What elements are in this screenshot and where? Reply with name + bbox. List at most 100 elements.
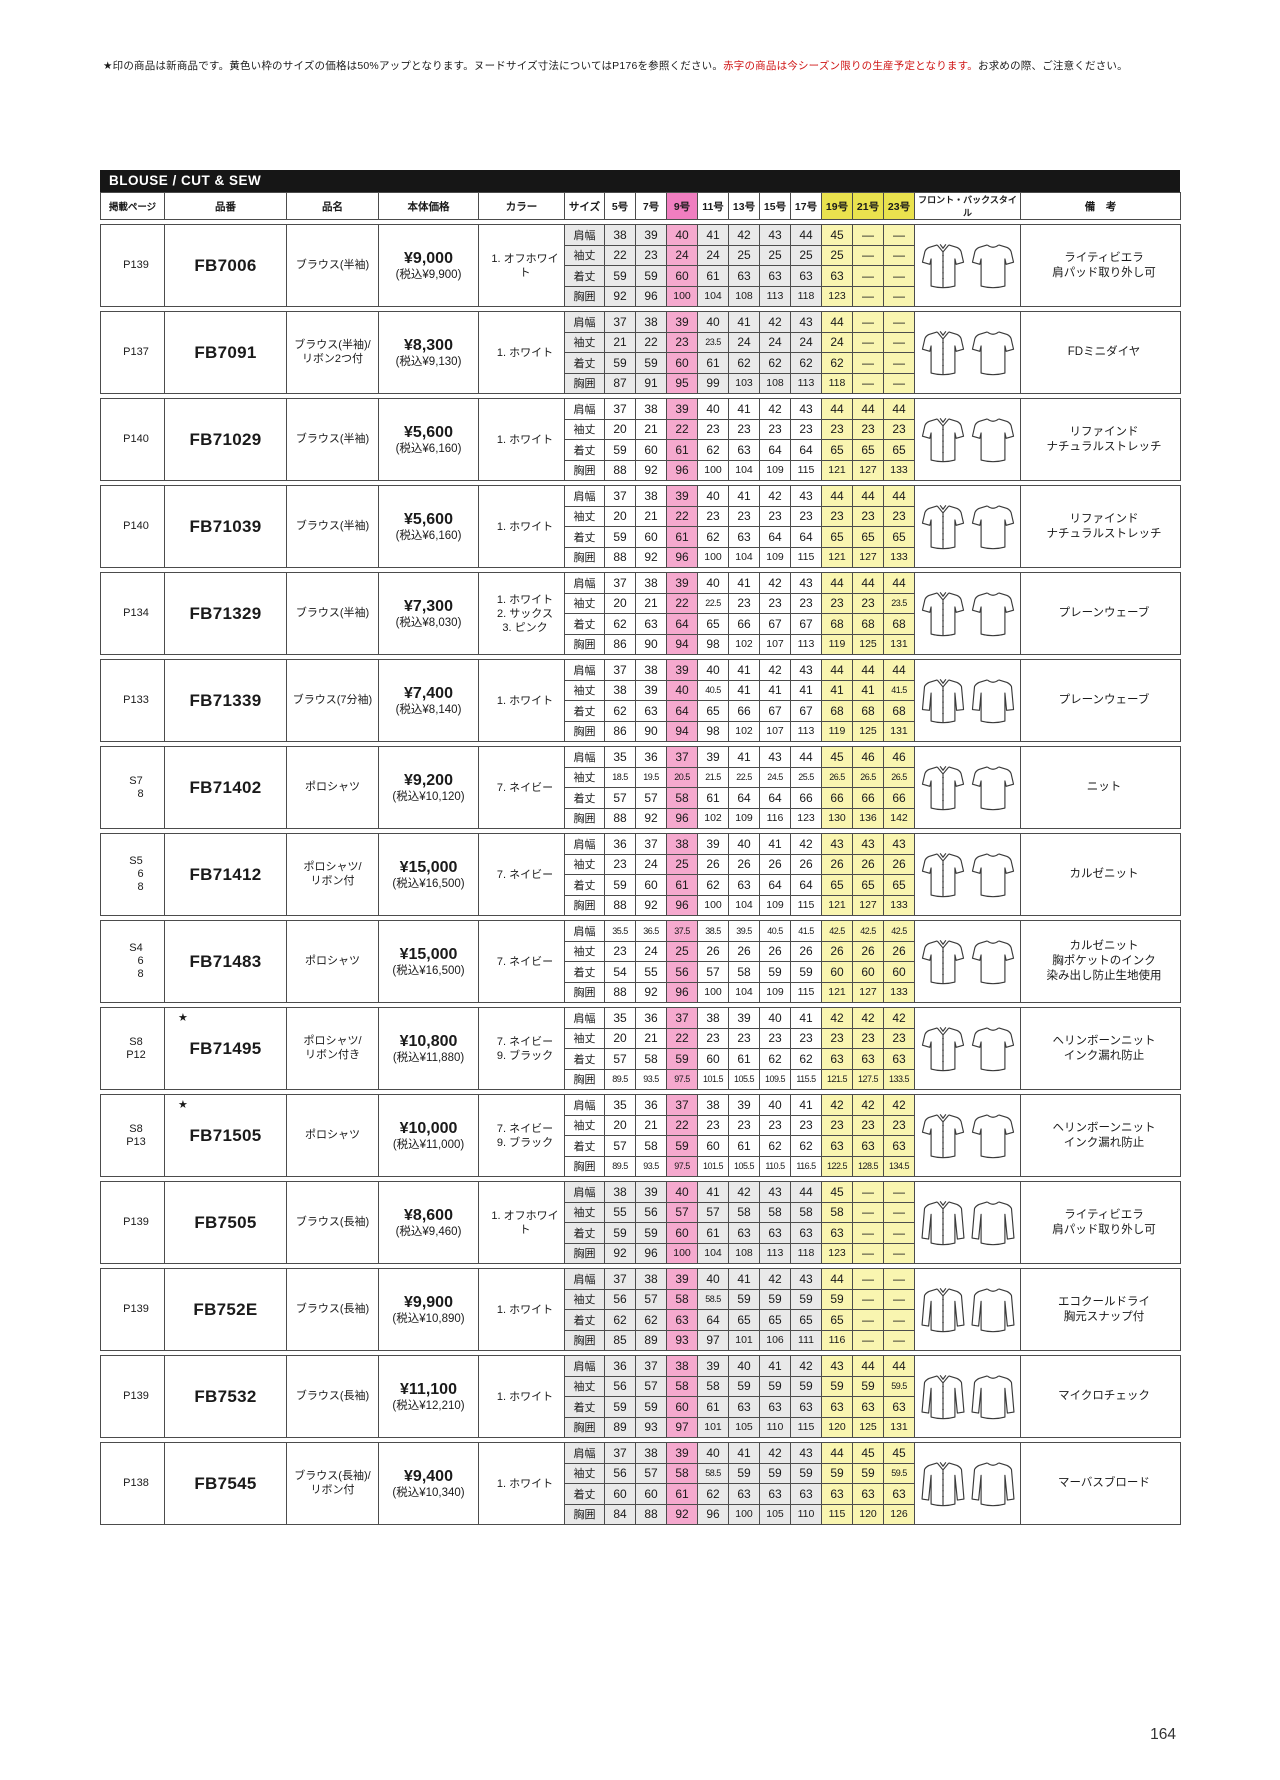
size-value: 90 [635, 720, 667, 742]
size-value: 43 [852, 833, 884, 855]
size-value: 60 [697, 1048, 729, 1070]
size-value: 40 [697, 398, 729, 420]
size-value: 123 [821, 1242, 853, 1264]
size-value: 60 [883, 961, 915, 983]
size-value: 60 [666, 1222, 698, 1244]
size-value: 59 [604, 874, 636, 896]
measure-label: 肩幅 [564, 224, 605, 246]
size-value: 26 [883, 853, 915, 875]
page-number: 164 [1150, 1726, 1176, 1743]
measure-label: 肩幅 [564, 1268, 605, 1290]
measure-label: 着丈 [564, 439, 605, 461]
size-value: 58 [635, 1048, 667, 1070]
measure-label: 肩幅 [564, 311, 605, 333]
size-value: 26 [759, 853, 791, 875]
measure-label: 肩幅 [564, 1181, 605, 1203]
shirt-back-icon [971, 766, 1014, 811]
size-value: 105 [728, 1416, 760, 1438]
product-block: S4 6 8 FB71483 ポロシャツ ¥15,000 (税込¥16,500) 7. ネイビ… [100, 920, 1181, 1003]
size-value: 39 [666, 398, 698, 420]
color-options: 7. ネイビー [478, 920, 565, 1003]
garment-style [914, 1007, 1021, 1090]
size-value: 56 [604, 1375, 636, 1397]
measure-label: 肩幅 [564, 398, 605, 420]
size-value: 68 [852, 700, 884, 722]
size-value: 26 [697, 940, 729, 962]
size-value: 37 [604, 1268, 636, 1290]
size-value: 23 [728, 592, 760, 614]
size-value: 43 [883, 833, 915, 855]
garment-style [914, 659, 1021, 742]
size-value: 98 [697, 633, 729, 655]
measure-label: 着丈 [564, 700, 605, 722]
size-value: 41 [728, 311, 760, 333]
size-value: 64 [666, 613, 698, 635]
size-value: 39 [666, 485, 698, 507]
price: ¥7,300 (税込¥8,030) [378, 572, 479, 655]
price: ¥11,100 (税込¥12,210) [378, 1355, 479, 1438]
size-value: 41 [728, 485, 760, 507]
size-value: 44 [790, 224, 822, 246]
measure-label: 胸囲 [564, 1155, 605, 1177]
size-value: 92 [666, 1503, 698, 1525]
size-value: 97.5 [666, 1068, 698, 1090]
color-options: 1. ホワイト [478, 1268, 565, 1351]
measure-label: 袖丈 [564, 766, 605, 788]
size-value: 92 [635, 807, 667, 829]
size-value: 98 [697, 720, 729, 742]
shirt-front-icon [921, 678, 964, 724]
size-value: 42 [728, 1181, 760, 1203]
measure-label: 肩幅 [564, 659, 605, 681]
size-value: 118 [790, 285, 822, 307]
size-value: 61 [697, 1396, 729, 1418]
measure-label: 胸囲 [564, 1242, 605, 1264]
size-value: 100 [666, 285, 698, 307]
measure-label: 着丈 [564, 1483, 605, 1505]
size-value: 23 [852, 1027, 884, 1049]
size-value: 115 [790, 1416, 822, 1438]
color-options: 7. ネイビー [478, 746, 565, 829]
size-value: 39 [635, 679, 667, 701]
size-value: 41 [759, 1355, 791, 1377]
size-value: 115 [790, 546, 822, 568]
measure-label: 着丈 [564, 526, 605, 548]
size-value: 44 [852, 1355, 884, 1377]
size-value: 23 [728, 1114, 760, 1136]
garment-style [914, 1355, 1021, 1438]
size-value: 37 [604, 572, 636, 594]
size-value: 91 [635, 372, 667, 394]
size-value: 110 [790, 1503, 822, 1525]
size-value: 65 [821, 1309, 853, 1331]
size-value: 37 [666, 1007, 698, 1029]
size-value: 20 [604, 418, 636, 440]
size-value: 104 [697, 285, 729, 307]
size-value: 39 [666, 659, 698, 681]
size-value: 85 [604, 1329, 636, 1351]
legend-note-text: ★印の商品は新商品です。黄色い枠のサイズの価格は50%アップとなります。ヌードサ… [103, 60, 724, 72]
size-value: 62 [821, 352, 853, 374]
shirt-back-icon [971, 418, 1014, 463]
new-item-star: ★ [178, 1099, 189, 1111]
size-value: 96 [635, 1242, 667, 1264]
size-value: 43 [759, 746, 791, 768]
size-value: 26 [728, 940, 760, 962]
size-value: 58 [666, 1288, 698, 1310]
size-value: 96 [635, 285, 667, 307]
size-value: 59 [666, 1135, 698, 1157]
page-ref: P139 [100, 224, 165, 307]
size-value: — [883, 352, 915, 374]
size-value: 57 [604, 787, 636, 809]
size-value: 38 [635, 485, 667, 507]
size-value: 58 [666, 787, 698, 809]
page-ref: P140 [100, 485, 165, 568]
size-value: 58 [666, 1375, 698, 1397]
measure-label: 着丈 [564, 1048, 605, 1070]
size-value: 42 [759, 311, 791, 333]
size-value: 44 [883, 485, 915, 507]
size-value: 43 [821, 1355, 853, 1377]
size-value: 88 [635, 1503, 667, 1525]
product-name: ブラウス(半袖) [286, 224, 379, 307]
size-value: 23 [790, 418, 822, 440]
size-value: 42.5 [852, 920, 884, 942]
size-value: 64 [759, 874, 791, 896]
